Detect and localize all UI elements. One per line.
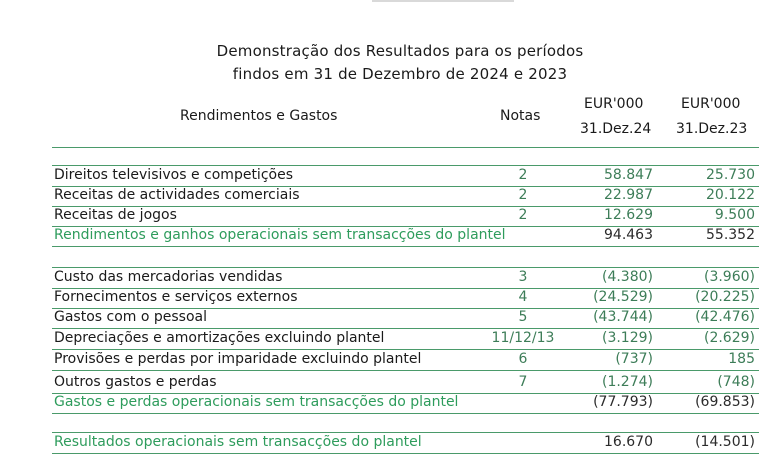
row-value-2024: (737) xyxy=(615,351,653,367)
row-label: Receitas de jogos xyxy=(54,207,177,223)
table-row: Fornecimentos e serviços externos 4 (24.… xyxy=(52,288,759,309)
row-nota: 5 xyxy=(518,309,528,325)
table-row: Custo das mercadorias vendidas 3 (4.380)… xyxy=(52,267,759,289)
row-value-2024: 12.629 xyxy=(604,207,653,223)
header-divider xyxy=(52,147,759,148)
table-row: Depreciações e amortizações excluindo pl… xyxy=(52,329,759,350)
table-row: Direitos televisivos e competições 2 58.… xyxy=(52,165,759,187)
row-nota: 4 xyxy=(518,289,528,305)
row-nota: 6 xyxy=(518,351,528,367)
row-label: Fornecimentos e serviços externos xyxy=(54,289,298,305)
row-label: Provisões e perdas por imparidade exclui… xyxy=(54,351,422,367)
row-label: Outros gastos e perdas xyxy=(54,374,217,390)
total-row-resultados: Resultados operacionais sem transacções … xyxy=(52,432,759,454)
row-value-2024: (43.744) xyxy=(593,309,653,325)
table-row: Gastos com o pessoal 5 (43.744) (42.476) xyxy=(52,308,759,329)
row-nota: 2 xyxy=(518,207,528,223)
row-label: Gastos com o pessoal xyxy=(54,309,208,325)
total-label: Resultados operacionais sem transacções … xyxy=(54,434,422,450)
total-value-2023: (69.853) xyxy=(695,394,755,410)
header-col2-date: 31.Dez.23 xyxy=(676,121,748,137)
row-value-2024: (4.380) xyxy=(601,269,653,285)
total-label: Gastos e perdas operacionais sem transac… xyxy=(54,394,459,410)
row-value-2023: 185 xyxy=(728,351,755,367)
row-label: Receitas de actividades comerciais xyxy=(54,187,300,203)
row-nota: 7 xyxy=(518,374,528,390)
row-value-2023: 25.730 xyxy=(706,167,755,183)
row-value-2024: (1.274) xyxy=(601,374,653,390)
table-row: Outros gastos e perdas 7 (1.274) (748) xyxy=(52,373,759,394)
header-label: Rendimentos e Gastos xyxy=(180,108,338,124)
table-row: Receitas de jogos 2 12.629 9.500 xyxy=(52,206,759,227)
header-col1-currency: EUR'000 xyxy=(584,96,644,112)
total-value-2024: 94.463 xyxy=(604,227,653,243)
row-label: Custo das mercadorias vendidas xyxy=(54,269,283,285)
total-row-rendimentos: Rendimentos e ganhos operacionais sem tr… xyxy=(52,226,759,247)
row-nota: 11/12/13 xyxy=(491,330,555,346)
row-value-2023: (42.476) xyxy=(695,309,755,325)
top-scroll-indicator xyxy=(372,0,514,2)
row-value-2023: (20.225) xyxy=(695,289,755,305)
header-col1-date: 31.Dez.24 xyxy=(580,121,652,137)
row-value-2023: (2.629) xyxy=(703,330,755,346)
total-label: Rendimentos e ganhos operacionais sem tr… xyxy=(54,227,506,243)
total-row-gastos: Gastos e perdas operacionais sem transac… xyxy=(52,393,759,414)
row-nota: 2 xyxy=(518,167,528,183)
row-value-2023: 20.122 xyxy=(706,187,755,203)
row-value-2024: (24.529) xyxy=(593,289,653,305)
row-value-2023: (748) xyxy=(717,374,755,390)
row-label: Depreciações e amortizações excluindo pl… xyxy=(54,330,385,346)
row-value-2024: 58.847 xyxy=(604,167,653,183)
row-value-2023: (3.960) xyxy=(703,269,755,285)
title-line-2: findos em 31 de Dezembro de 2024 e 2023 xyxy=(232,65,568,83)
statement-title: Demonstração dos Resultados para os perí… xyxy=(120,40,680,86)
row-value-2023: 9.500 xyxy=(714,207,755,223)
total-value-2024: (77.793) xyxy=(593,394,653,410)
header-notas: Notas xyxy=(500,108,541,124)
header-col2-currency: EUR'000 xyxy=(681,96,741,112)
row-nota: 2 xyxy=(518,187,528,203)
row-nota: 3 xyxy=(518,269,528,285)
row-label: Direitos televisivos e competições xyxy=(54,167,293,183)
total-value-2023: 55.352 xyxy=(706,227,755,243)
total-value-2024: 16.670 xyxy=(604,434,653,450)
row-value-2024: 22.987 xyxy=(604,187,653,203)
table-row: Receitas de actividades comerciais 2 22.… xyxy=(52,186,759,207)
row-value-2024: (3.129) xyxy=(601,330,653,346)
title-line-1: Demonstração dos Resultados para os perí… xyxy=(216,42,584,60)
table-row: Provisões e perdas por imparidade exclui… xyxy=(52,350,759,371)
total-value-2023: (14.501) xyxy=(695,434,755,450)
